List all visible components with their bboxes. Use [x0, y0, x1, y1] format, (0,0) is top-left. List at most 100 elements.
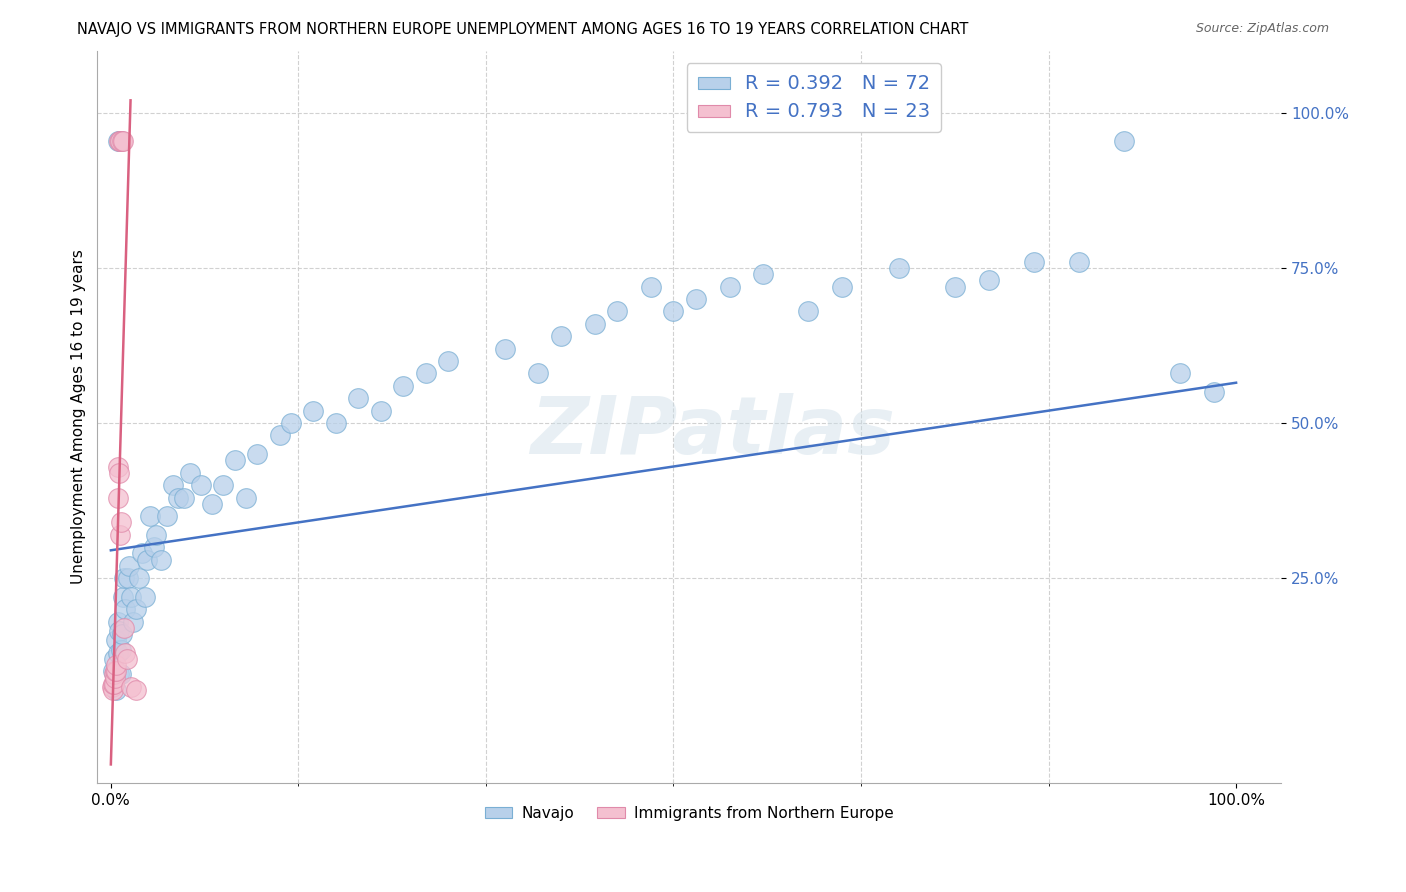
Point [120, 680, 142, 694]
Point [112, 621, 135, 635]
Point [718, 279, 741, 293]
Point [104, 671, 127, 685]
Point [550, 329, 572, 343]
Point [887, 260, 910, 275]
Point [105, 633, 128, 648]
Point [107, 624, 129, 638]
Point [124, 602, 146, 616]
Point [640, 279, 662, 293]
Point [111, 627, 134, 641]
Point [201, 497, 224, 511]
Point [179, 466, 201, 480]
Legend: Navajo, Immigrants from Northern Europe: Navajo, Immigrants from Northern Europe [478, 799, 900, 827]
Point [224, 453, 246, 467]
Point [246, 447, 269, 461]
Point [494, 342, 516, 356]
Point [162, 478, 184, 492]
Point [280, 416, 302, 430]
Point [124, 682, 146, 697]
Point [101, 677, 124, 691]
Point [104, 671, 127, 685]
Point [122, 615, 145, 629]
Point [269, 428, 291, 442]
Point [107, 646, 129, 660]
Point [120, 590, 142, 604]
Point [1067, 254, 1090, 268]
Point [107, 459, 129, 474]
Point [415, 367, 437, 381]
Point [110, 667, 132, 681]
Point [114, 602, 136, 616]
Point [977, 273, 1000, 287]
Point [145, 528, 167, 542]
Point [114, 646, 136, 660]
Point [1202, 385, 1225, 400]
Point [111, 134, 134, 148]
Point [662, 304, 685, 318]
Point [347, 391, 370, 405]
Point [107, 134, 129, 148]
Point [118, 558, 141, 573]
Point [107, 667, 129, 681]
Text: NAVAJO VS IMMIGRANTS FROM NORTHERN EUROPE UNEMPLOYMENT AMONG AGES 16 TO 19 YEARS: NAVAJO VS IMMIGRANTS FROM NORTHERN EUROP… [77, 22, 969, 37]
Point [103, 652, 125, 666]
Point [1112, 134, 1135, 148]
Point [1022, 254, 1045, 268]
Point [104, 665, 127, 679]
Point [437, 354, 460, 368]
Point [107, 491, 129, 505]
Text: Source: ZipAtlas.com: Source: ZipAtlas.com [1195, 22, 1329, 36]
Point [112, 134, 135, 148]
Point [173, 491, 195, 505]
Point [108, 134, 131, 148]
Point [108, 134, 131, 148]
Point [110, 516, 132, 530]
Point [235, 491, 257, 505]
Point [110, 642, 132, 657]
Point [112, 571, 135, 585]
Point [107, 615, 129, 629]
Point [107, 466, 129, 480]
Point [108, 134, 131, 148]
Point [108, 528, 131, 542]
Point [105, 658, 128, 673]
Point [131, 546, 153, 560]
Point [1168, 367, 1191, 381]
Point [103, 677, 125, 691]
Point [112, 590, 135, 604]
Point [156, 509, 179, 524]
Point [583, 317, 606, 331]
Point [103, 667, 125, 681]
Point [831, 279, 853, 293]
Point [527, 367, 550, 381]
Point [752, 267, 775, 281]
Point [797, 304, 820, 318]
Point [134, 590, 156, 604]
Text: ZIPatlas: ZIPatlas [530, 392, 896, 470]
Point [606, 304, 628, 318]
Point [105, 665, 128, 679]
Point [150, 552, 173, 566]
Point [685, 292, 707, 306]
Point [105, 682, 128, 697]
Point [101, 665, 124, 679]
Point [142, 540, 165, 554]
Point [370, 403, 392, 417]
Point [107, 134, 129, 148]
Point [103, 677, 125, 691]
Point [115, 652, 138, 666]
Point [101, 682, 124, 697]
Point [101, 680, 124, 694]
Point [117, 571, 139, 585]
Point [302, 403, 325, 417]
Point [212, 478, 235, 492]
Point [325, 416, 347, 430]
Point [392, 379, 415, 393]
Point [190, 478, 212, 492]
Y-axis label: Unemployment Among Ages 16 to 19 years: Unemployment Among Ages 16 to 19 years [72, 250, 86, 584]
Point [139, 509, 162, 524]
Point [128, 571, 150, 585]
Point [135, 552, 157, 566]
Point [167, 491, 190, 505]
Point [943, 279, 966, 293]
